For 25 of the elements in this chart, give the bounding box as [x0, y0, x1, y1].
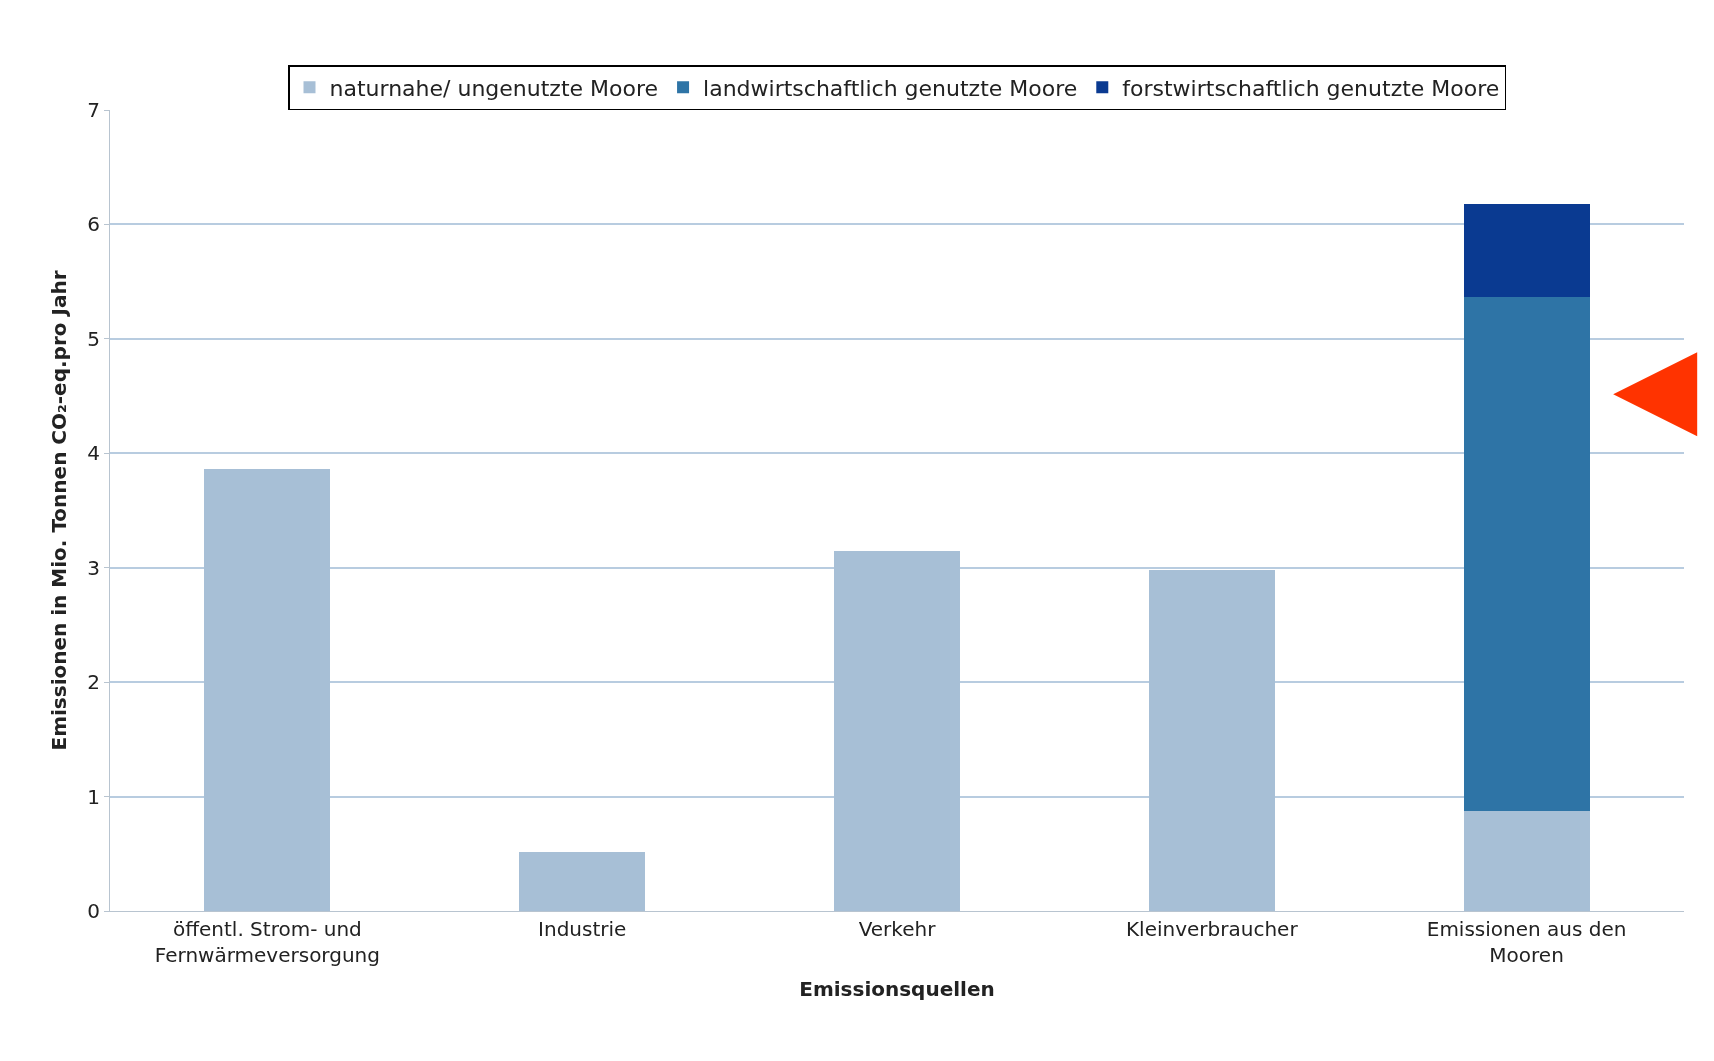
bar	[519, 851, 646, 911]
legend-label: naturnahe/ ungenutzte Moore	[329, 75, 659, 101]
x-tick-label: Industrie	[538, 917, 627, 941]
y-tick-label: 4	[87, 441, 100, 466]
bar	[204, 469, 331, 911]
y-tick-label: 2	[87, 670, 100, 695]
x-tick-label: Verkehr	[858, 917, 937, 941]
legend-label: forstwirtschaftlich genutzte Moore	[1122, 75, 1500, 101]
x-tick-label: öffentl. Strom- und Fernwärmeversorgung	[154, 917, 380, 967]
y-tick-label: 6	[87, 212, 100, 237]
y-tick-label: 7	[87, 98, 100, 122]
bar	[1463, 811, 1590, 911]
bar	[1463, 203, 1590, 297]
y-axis-title: Emissionen in Mio. Tonnen CO₂-eq.pro Jahr	[46, 270, 71, 751]
x-tick-label: Emissionen aus den Mooren	[1426, 917, 1627, 967]
bar	[1148, 570, 1275, 911]
y-tick-label: 1	[87, 784, 100, 809]
y-tick-label: 3	[87, 555, 100, 580]
bar	[1463, 296, 1590, 812]
x-tick-label: Kleinverbraucher	[1125, 917, 1299, 941]
x-axis-title: Emissionsquellen	[799, 976, 995, 1001]
y-tick-label: 5	[87, 326, 100, 351]
legend-label: landwirtschaftlich genutzte Moore	[703, 75, 1078, 101]
y-tick-label: 0	[87, 899, 100, 923]
bar	[834, 550, 960, 911]
